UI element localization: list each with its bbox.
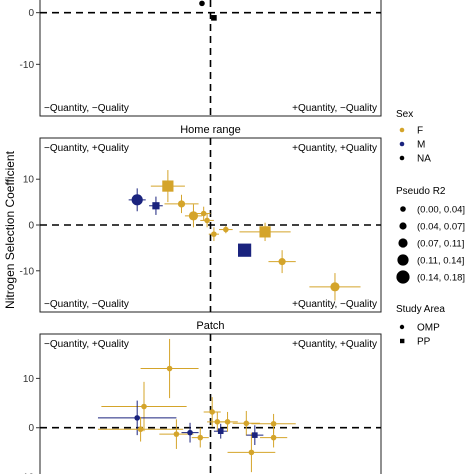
- data-point-circle: [173, 431, 180, 437]
- data-point-circle: [223, 226, 229, 233]
- data-point-square: [217, 428, 224, 434]
- legend-r2-swatch: [398, 238, 408, 248]
- legend-r2-swatch: [396, 270, 410, 284]
- y-tick-label: -10: [20, 266, 35, 277]
- y-axis-label: Nitrogen Selection Coefficient: [3, 150, 17, 309]
- data-point-square: [252, 432, 258, 438]
- quadrant-label-top-left: −Quantity, +Quality: [44, 143, 129, 154]
- data-point-circle: [141, 403, 147, 410]
- data-point-circle: [211, 231, 217, 237]
- data-point-circle: [188, 211, 199, 221]
- panel-strip: [40, 120, 381, 138]
- panel-2: Home range 10 0 -10 −Quantity, +Quality +Quan…: [20, 120, 382, 313]
- legend-r2-label: (0.04, 0.07]: [417, 222, 465, 233]
- data-point-circle: [200, 210, 207, 217]
- panel-strip: [40, 316, 381, 334]
- panel-title: Patch: [196, 320, 224, 332]
- data-point-circle: [270, 420, 277, 427]
- panel-frame: [39, 0, 382, 117]
- quadrant-label-top-left: −Quantity, +Quality: [44, 339, 129, 350]
- data-point-circle: [243, 420, 250, 427]
- data-point-square: [152, 202, 160, 210]
- quadrant-label-top-right: +Quantity, +Quality: [292, 339, 377, 350]
- legend-r2-swatch: [400, 206, 406, 212]
- legend-sex-label: F: [417, 126, 423, 137]
- legend-sex-swatch: [399, 155, 405, 161]
- data-point-circle: [204, 217, 210, 224]
- data-point-circle: [177, 200, 186, 208]
- legend-sex-title: Sex: [396, 109, 413, 120]
- panel-frame: [39, 333, 382, 474]
- data-point-circle: [248, 449, 255, 456]
- legend-sex-swatch: [399, 127, 405, 133]
- quadrant-label-bottom-left: −Quantity, −Quality: [44, 103, 129, 114]
- quadrant-label-top-right: +Quantity, +Quality: [292, 143, 377, 154]
- data-point-circle: [209, 409, 216, 415]
- legend-r2-label: (0.14, 0.18]: [417, 273, 465, 284]
- legend-r2-swatch: [399, 222, 407, 230]
- panels: 0 -10 −Quantity, −Quality +Quantity, −Quali…: [20, 0, 382, 474]
- panel-3: Patch 10 0 -10 −Quantity, +Quality +Quantity,…: [20, 316, 382, 474]
- legend-sex-label: NA: [417, 154, 431, 165]
- legend-sex-label: M: [417, 140, 425, 151]
- data-point-square: [259, 226, 271, 238]
- data-point-square: [162, 180, 174, 192]
- data-point-circle: [224, 419, 231, 425]
- legend-area-swatch-circle: [399, 324, 405, 330]
- data-point-square: [211, 15, 217, 21]
- data-point-circle: [197, 434, 204, 441]
- legend-r2-label: (0.00, 0.04]: [417, 205, 465, 216]
- data-point-square: [238, 243, 252, 257]
- legend-r2-swatch: [397, 254, 409, 266]
- legend: Sex FM NA Pseudo R2 (0.00, 0.04] (0.04, 0.07]…: [396, 109, 465, 348]
- quadrant-label-bottom-right: +Quantity, −Quality: [292, 299, 377, 310]
- y-tick-label: 0: [28, 423, 34, 434]
- data-point-circle: [199, 0, 205, 7]
- panel-1: 0 -10 −Quantity, −Quality +Quantity, −Quali…: [20, 0, 382, 117]
- y-tick-label: 0: [28, 221, 34, 232]
- legend-area-title: Study Area: [396, 304, 445, 315]
- panel-title: Home range: [180, 124, 241, 136]
- data-point-circle: [131, 194, 143, 206]
- legend-sex-swatch: [399, 141, 405, 147]
- y-tick-label: 10: [23, 175, 35, 186]
- legend-r2-label: (0.11, 0.14]: [417, 256, 464, 267]
- data-point-circle: [134, 415, 140, 421]
- legend-area-label: PP: [417, 337, 431, 348]
- legend-area-label: OMP: [417, 323, 440, 334]
- data-point-circle: [330, 282, 340, 292]
- y-tick-label: 10: [23, 374, 35, 385]
- quadrant-label-bottom-left: −Quantity, −Quality: [44, 299, 129, 310]
- data-point-circle: [278, 258, 286, 266]
- y-tick-label: 0: [28, 8, 34, 19]
- data-point-circle: [214, 419, 221, 425]
- legend-r2-label: (0.07, 0.11]: [417, 239, 464, 250]
- data-point-circle: [270, 434, 277, 441]
- legend-area-swatch-square: [400, 338, 405, 344]
- data-point-circle: [137, 426, 144, 433]
- y-tick-label: -10: [20, 473, 35, 474]
- y-tick-label: -10: [20, 60, 35, 71]
- quadrant-label-bottom-right: +Quantity, −Quality: [292, 103, 377, 114]
- data-point-circle: [187, 429, 193, 436]
- data-point-circle: [166, 365, 173, 372]
- legend-r2-title: Pseudo R2: [396, 186, 446, 197]
